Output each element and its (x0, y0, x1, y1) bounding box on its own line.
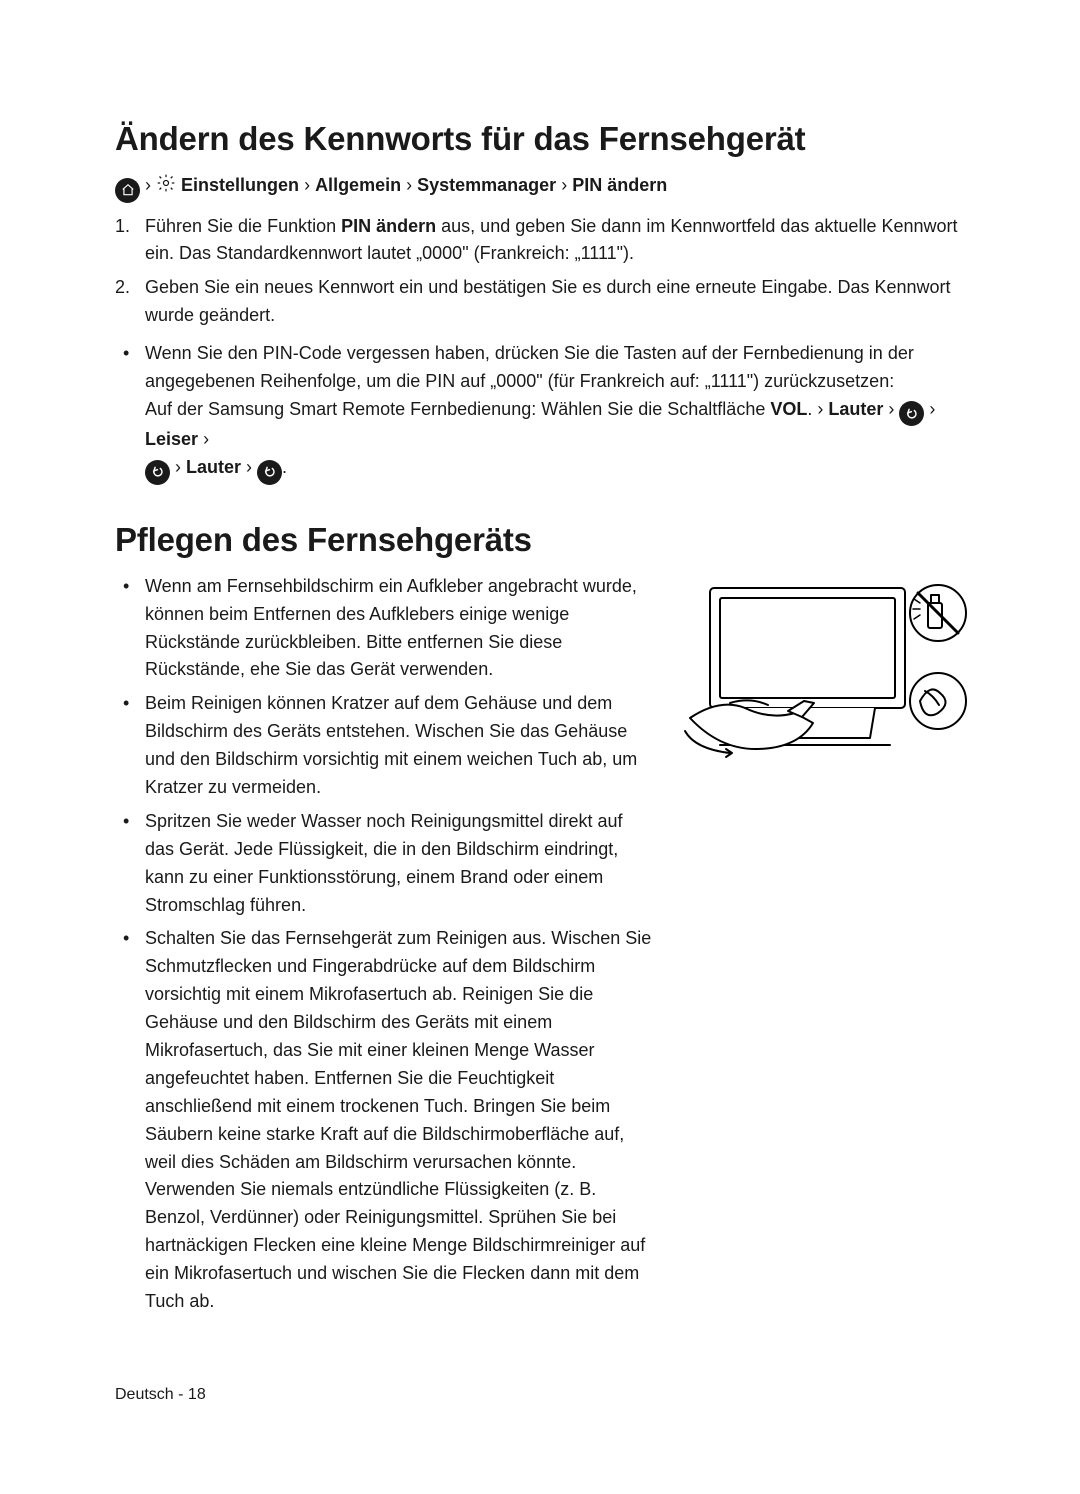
page-footer: Deutsch - 18 (115, 1386, 206, 1404)
path-sep: › (203, 429, 209, 449)
heading-change-password: Ändern des Kennworts für das Fernsehgerä… (115, 120, 980, 158)
bullet-text: Schalten Sie das Fernsehgerät zum Reinig… (145, 928, 651, 1311)
path-sep: › (561, 175, 572, 195)
heading-care: Pflegen des Fernsehgeräts (115, 521, 980, 559)
path-general: Allgemein (315, 175, 401, 195)
path-pin: PIN ändern (572, 175, 667, 195)
care-text-col: Wenn am Fernsehbildschirm ein Aufkleber … (115, 573, 646, 808)
pin-reset-bullet: Wenn Sie den PIN-Code vergessen haben, d… (115, 340, 980, 485)
return-icon (899, 401, 924, 426)
return-icon (257, 460, 282, 485)
care-row: Wenn am Fernsehbildschirm ein Aufkleber … (115, 573, 980, 808)
path-sep: › (929, 399, 935, 419)
care-bullet-3: Spritzen Sie weder Wasser noch Reinigung… (115, 808, 655, 920)
path-sep: › (175, 457, 186, 477)
path-settings: Einstellungen (181, 175, 299, 195)
leiser-label: Leiser (145, 429, 198, 449)
care-bullets-rest: Spritzen Sie weder Wasser noch Reinigung… (115, 808, 655, 1316)
care-bullet-2: Beim Reinigen können Kratzer auf dem Geh… (115, 690, 646, 802)
path-sep: › (817, 399, 828, 419)
care-illustration-col (670, 573, 980, 768)
path-sysmgr: Systemmanager (417, 175, 556, 195)
section-care: Pflegen des Fernsehgeräts Wenn am Fernse… (115, 521, 980, 1316)
bullet-text: Wenn Sie den PIN-Code vergessen haben, d… (145, 343, 914, 391)
care-bullet-4: Schalten Sie das Fernsehgerät zum Reinig… (115, 925, 655, 1315)
care-bullets-top: Wenn am Fernsehbildschirm ein Aufkleber … (115, 573, 646, 802)
cleaning-illustration (670, 573, 980, 763)
path-sep: › (888, 399, 899, 419)
return-icon (145, 460, 170, 485)
care-bullet-1: Wenn am Fernsehbildschirm ein Aufkleber … (115, 573, 646, 685)
document-page: Ändern des Kennworts für das Fernsehgerä… (0, 0, 1080, 1494)
nav-path: › Einstellungen › Allgemein › Systemmana… (115, 172, 980, 203)
steps-list: Führen Sie die Funktion PIN ändern aus, … (115, 213, 980, 331)
path-sep: › (304, 175, 315, 195)
step-2: Geben Sie ein neues Kennwort ein und bes… (115, 274, 980, 330)
bullet-text: Spritzen Sie weder Wasser noch Reinigung… (145, 811, 623, 915)
lauter-label: Lauter (186, 457, 241, 477)
vol-label: VOL (770, 399, 807, 419)
gear-icon (156, 172, 176, 202)
path-sep: › (145, 175, 156, 195)
path-sep: › (246, 457, 257, 477)
home-icon (115, 178, 140, 203)
bullet-text: Beim Reinigen können Kratzer auf dem Geh… (145, 693, 637, 797)
bullet-text: Auf der Samsung Smart Remote Fernbedienu… (145, 399, 770, 419)
step-text: Führen Sie die Funktion (145, 216, 341, 236)
step-bold: PIN ändern (341, 216, 436, 236)
pin-reset-note: Wenn Sie den PIN-Code vergessen haben, d… (115, 340, 980, 485)
step-1: Führen Sie die Funktion PIN ändern aus, … (115, 213, 980, 269)
step-text: Geben Sie ein neues Kennwort ein und bes… (145, 277, 951, 325)
bullet-text: Wenn am Fernsehbildschirm ein Aufkleber … (145, 576, 637, 680)
path-sep: › (406, 175, 417, 195)
lauter-label: Lauter (828, 399, 883, 419)
